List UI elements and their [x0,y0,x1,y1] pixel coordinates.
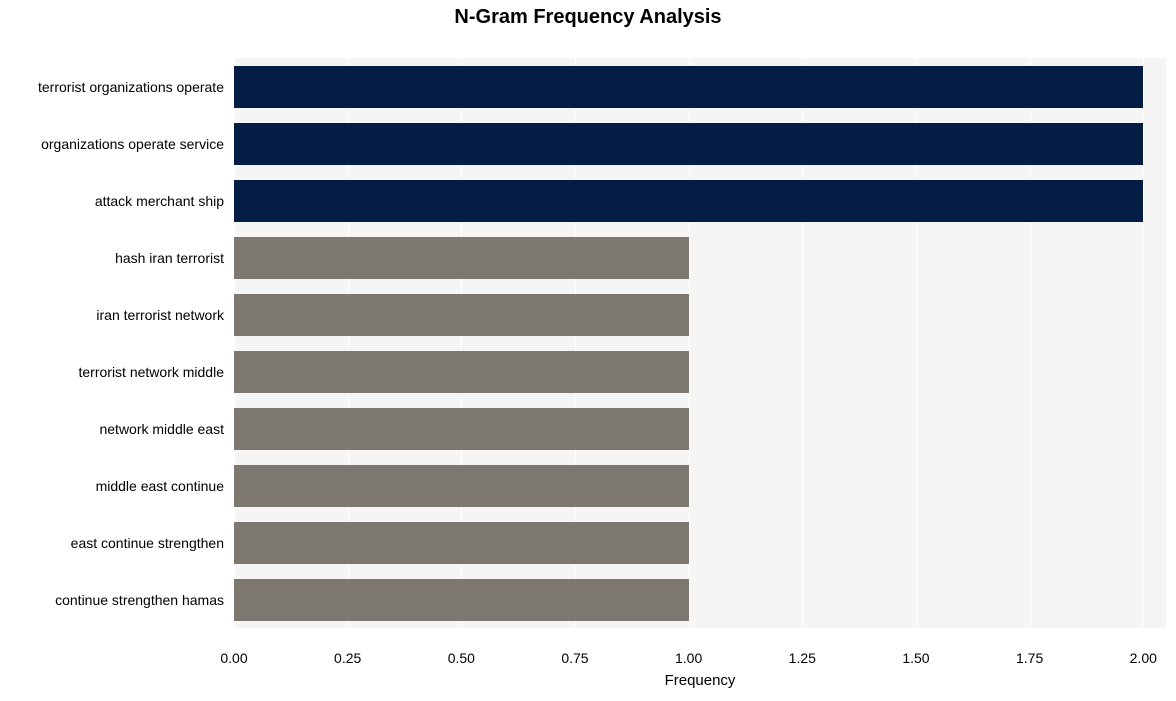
x-tick-label: 1.00 [675,640,702,666]
y-tick-label: network middle east [99,421,234,437]
x-tick-label: 1.75 [1016,640,1043,666]
y-tick-label: continue strengthen hamas [55,592,234,608]
x-tick-label: 1.25 [789,640,816,666]
ngram-frequency-chart: N-Gram Frequency Analysis 0.000.250.500.… [0,0,1176,701]
x-tick-label: 0.25 [334,640,361,666]
bar [234,123,1143,165]
y-tick-label: middle east continue [96,478,234,494]
bar [234,579,689,621]
bar [234,465,689,507]
y-tick-label: attack merchant ship [95,193,234,209]
x-tick-label: 2.00 [1130,640,1157,666]
y-tick-label: organizations operate service [41,136,234,152]
x-axis-label: Frequency [665,672,736,689]
gridline [1143,58,1144,628]
x-tick-label: 0.50 [448,640,475,666]
y-tick-label: hash iran terrorist [115,250,234,266]
plot-area: 0.000.250.500.751.001.251.501.752.00terr… [234,36,1166,640]
bar [234,237,689,279]
bar [234,522,689,564]
x-tick-label: 0.75 [561,640,588,666]
bar [234,66,1143,108]
bar [234,408,689,450]
bar [234,351,689,393]
y-tick-label: terrorist network middle [79,364,235,380]
y-tick-label: east continue strengthen [71,535,234,551]
x-tick-label: 1.50 [902,640,929,666]
y-tick-label: terrorist organizations operate [38,79,234,95]
bar [234,180,1143,222]
bar [234,294,689,336]
x-tick-label: 0.00 [220,640,247,666]
y-tick-label: iran terrorist network [96,307,234,323]
chart-title: N-Gram Frequency Analysis [0,6,1176,29]
